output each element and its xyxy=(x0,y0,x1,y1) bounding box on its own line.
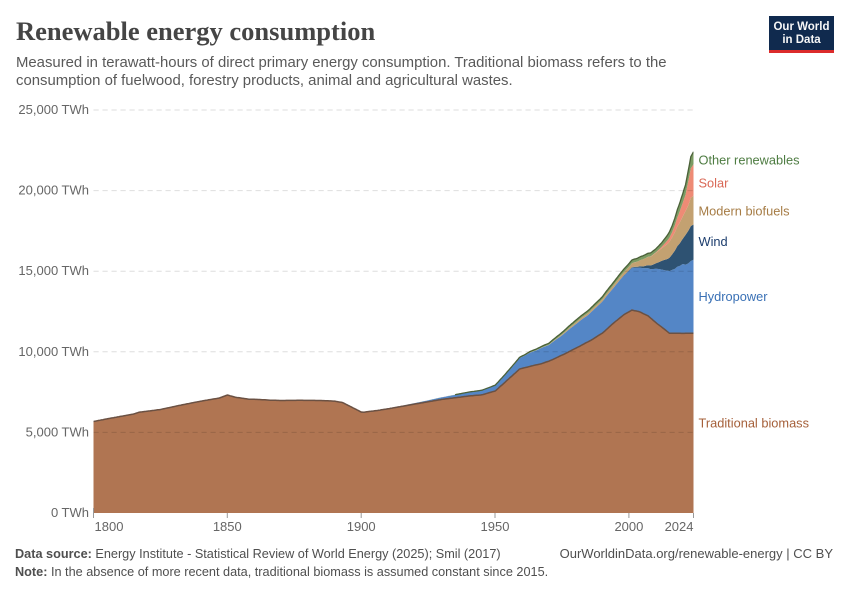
svg-text:25,000 TWh: 25,000 TWh xyxy=(18,102,89,117)
svg-text:20,000 TWh: 20,000 TWh xyxy=(18,183,89,198)
svg-text:1900: 1900 xyxy=(347,519,376,534)
svg-text:15,000 TWh: 15,000 TWh xyxy=(18,263,89,278)
svg-text:1850: 1850 xyxy=(213,519,242,534)
svg-text:10,000 TWh: 10,000 TWh xyxy=(18,344,89,359)
svg-text:Traditional biomass: Traditional biomass xyxy=(699,416,809,431)
svg-text:Hydropower: Hydropower xyxy=(699,289,769,304)
svg-text:2000: 2000 xyxy=(614,519,643,534)
svg-text:2024: 2024 xyxy=(665,519,694,534)
svg-text:0 TWh: 0 TWh xyxy=(51,505,89,520)
svg-text:Modern biofuels: Modern biofuels xyxy=(699,204,790,219)
svg-text:Wind: Wind xyxy=(699,234,728,249)
svg-text:1800: 1800 xyxy=(95,519,124,534)
svg-text:5,000 TWh: 5,000 TWh xyxy=(26,424,89,439)
svg-text:1950: 1950 xyxy=(481,519,510,534)
svg-text:Other renewables: Other renewables xyxy=(699,153,800,168)
svg-text:Solar: Solar xyxy=(699,176,730,191)
